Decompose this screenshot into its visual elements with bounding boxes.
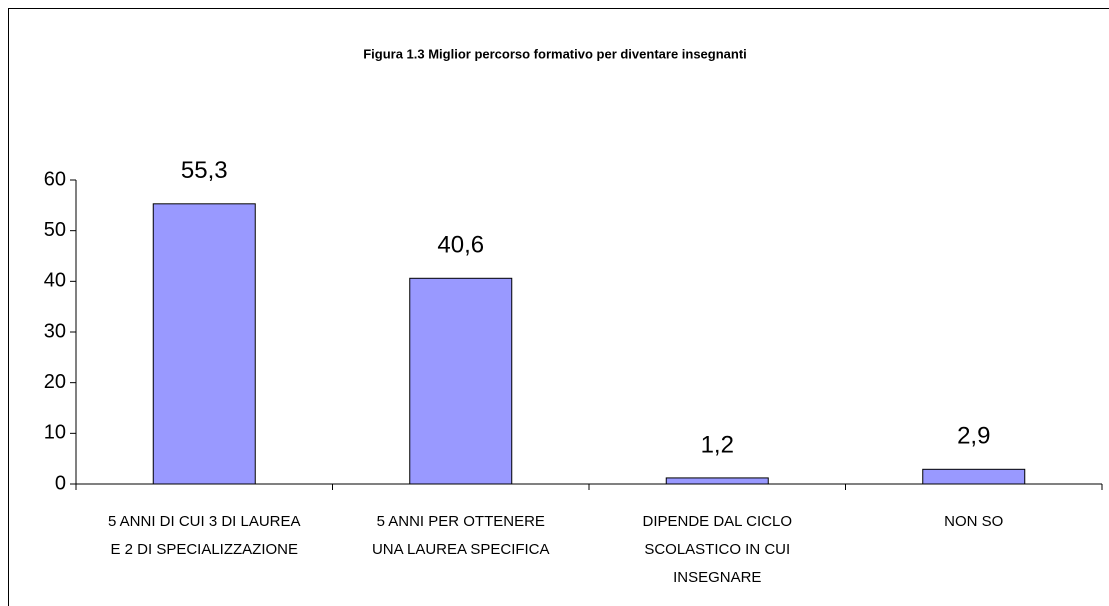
bar <box>922 468 1026 485</box>
y-tick-label: 60 <box>44 168 66 190</box>
x-tick-label: 5 ANNI DI CUI 3 DI LAUREA E 2 DI SPECIALI… <box>108 513 301 558</box>
value-label: 2,9 <box>957 423 990 450</box>
x-tick-label: 5 ANNI PER OTTENERE UNA LAUREA SPECIFICA <box>372 513 550 558</box>
x-tick-label: DIPENDE DAL CICLO SCOLASTICO IN CUI INSEGN… <box>643 513 792 586</box>
bar <box>409 277 513 485</box>
x-tick-label: NON SO <box>944 513 1003 530</box>
bar <box>665 477 769 485</box>
value-label: 55,3 <box>181 157 228 184</box>
y-tick-label: 50 <box>44 219 66 241</box>
bar <box>152 203 256 485</box>
y-tick-label: 40 <box>44 270 66 292</box>
y-tick-label: 20 <box>44 371 66 393</box>
value-label: 1,2 <box>701 431 734 458</box>
y-tick-label: 30 <box>44 320 66 342</box>
chart-title: Figura 1.3 Miglior percorso formativo pe… <box>363 46 747 61</box>
value-label: 40,6 <box>437 232 484 259</box>
y-tick-label: 0 <box>55 472 66 494</box>
y-tick-label: 10 <box>44 422 66 444</box>
